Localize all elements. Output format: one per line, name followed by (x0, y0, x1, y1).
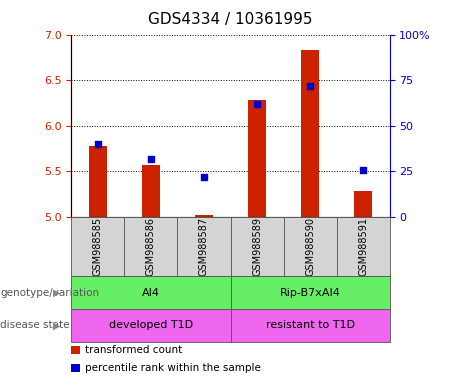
Bar (195, 215, 213, 217)
Bar (89, 146, 107, 217)
Point (94, 141, 101, 147)
Text: genotype/variation: genotype/variation (0, 288, 99, 298)
Text: transformed count: transformed count (84, 345, 182, 355)
Text: AI4: AI4 (142, 288, 160, 298)
Bar (230, 217, 284, 276)
Point (148, 156, 155, 162)
Bar (301, 50, 319, 217)
Text: Rip-B7xAI4: Rip-B7xAI4 (279, 288, 341, 298)
Text: GSM988589: GSM988589 (252, 217, 262, 276)
Text: ▶: ▶ (53, 288, 60, 298)
Point (359, 167, 366, 173)
Bar (354, 192, 372, 217)
Bar (284, 217, 337, 276)
Text: percentile rank within the sample: percentile rank within the sample (84, 363, 260, 373)
Bar (71, 309, 230, 342)
Text: resistant to T1D: resistant to T1D (266, 320, 355, 331)
Bar (142, 165, 160, 217)
Bar (248, 100, 266, 217)
Bar (337, 217, 390, 276)
Text: GSM988590: GSM988590 (305, 217, 315, 276)
Bar (124, 217, 177, 276)
Bar (177, 217, 230, 276)
Bar (71, 217, 124, 276)
Text: GSM988585: GSM988585 (93, 217, 103, 276)
Text: developed T1D: developed T1D (109, 320, 193, 331)
Text: GSM988586: GSM988586 (146, 217, 156, 276)
Text: GDS4334 / 10361995: GDS4334 / 10361995 (148, 12, 313, 26)
Text: ▶: ▶ (53, 320, 60, 331)
Bar (71, 276, 230, 309)
Text: GSM988587: GSM988587 (199, 217, 209, 276)
Bar (230, 309, 390, 342)
Text: GSM988591: GSM988591 (358, 217, 368, 276)
Text: disease state: disease state (0, 320, 70, 331)
Bar (230, 276, 390, 309)
Point (306, 83, 313, 89)
Point (200, 174, 207, 180)
Point (254, 101, 261, 107)
